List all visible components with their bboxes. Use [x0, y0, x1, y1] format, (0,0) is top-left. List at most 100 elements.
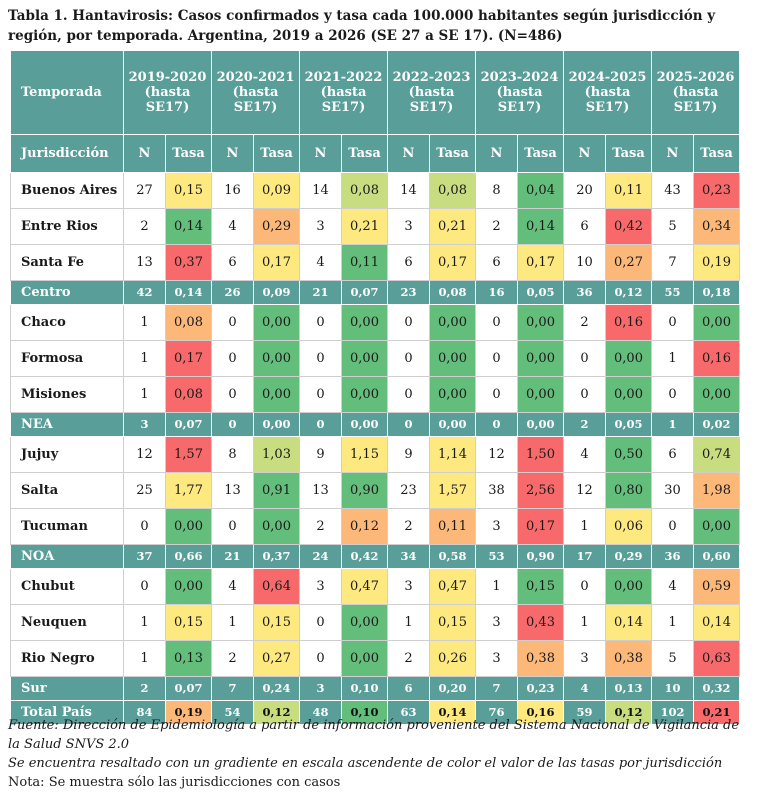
rate-cell: 0,00 [165, 508, 212, 545]
case-count-cell: 3 [299, 208, 342, 245]
case-count-cell: 1 [475, 568, 518, 605]
rate-cell: 0,12 [253, 700, 300, 725]
gradient-note: Se encuentra resaltado con un gradiente … [8, 756, 723, 771]
rate-cell: 0,08 [341, 172, 388, 209]
case-count-cell: 0 [387, 412, 430, 437]
case-count-cell: 0 [211, 304, 254, 341]
case-count-cell: 0 [211, 412, 254, 437]
rate-cell: 0,00 [253, 412, 300, 437]
row-name: Chubut [10, 568, 124, 605]
case-count-cell: 16 [211, 172, 254, 209]
case-count-cell: 34 [387, 544, 430, 569]
rate-cell: 0,14 [693, 604, 740, 641]
row-name: Centro [10, 280, 124, 305]
rate-cell: 0,00 [253, 340, 300, 377]
total-row: Total País 84 0,19 54 0,12 48 0,10 63 0,14 76 0,16… [10, 700, 740, 725]
case-count-cell: 63 [387, 700, 430, 725]
rate-cell: 0,11 [429, 508, 476, 545]
case-count-cell: 0 [651, 508, 694, 545]
rate-cell: 0,21 [429, 208, 476, 245]
row-name: NOA [10, 544, 124, 569]
case-count-cell: 3 [299, 676, 342, 701]
case-count-cell: 1 [123, 604, 166, 641]
case-count-cell: 2 [299, 508, 342, 545]
rate-cell: 0,00 [429, 340, 476, 377]
case-count-cell: 10 [651, 676, 694, 701]
rate-cell: 0,04 [517, 172, 564, 209]
region-row: Centro 42 0,14 26 0,09 21 0,07 23 0,08 16 0,05 36 0,… [10, 280, 740, 305]
case-count-cell: 0 [651, 376, 694, 413]
case-count-cell: 0 [299, 412, 342, 437]
season-header: 2022-2023 (hasta SE17) [387, 50, 476, 135]
rate-cell: 0,09 [253, 172, 300, 209]
jurisdiction-row: Misiones 1 0,08 0 0,00 0 0,00 0 0,00 0 0,00 0 0,00 0 0… [10, 376, 740, 413]
case-count-cell: 0 [299, 604, 342, 641]
rate-cell: 0,00 [253, 508, 300, 545]
source-note: Fuente: Dirección de Epidemiología a par… [8, 718, 740, 752]
rate-cell: 0,24 [253, 676, 300, 701]
case-count-cell: 6 [387, 244, 430, 281]
case-count-cell: 6 [563, 208, 606, 245]
rate-cell: 0,00 [341, 376, 388, 413]
rate-cell: 0,90 [517, 544, 564, 569]
rate-cell: 0,14 [605, 604, 652, 641]
case-count-cell: 1 [563, 604, 606, 641]
rate-cell: 0,32 [693, 676, 740, 701]
rate-cell: 0,00 [517, 340, 564, 377]
case-count-cell: 0 [387, 376, 430, 413]
rate-cell: 0,59 [693, 568, 740, 605]
table-notes: Fuente: Dirección de Epidemiología a par… [8, 716, 753, 792]
case-count-cell: 23 [387, 280, 430, 305]
rate-cell: 0,00 [253, 376, 300, 413]
season-header: 2021-2022 (hasta SE17) [299, 50, 388, 135]
rate-cell: 0,02 [693, 412, 740, 437]
rate-cell: 0,42 [341, 544, 388, 569]
case-count-cell: 4 [563, 436, 606, 473]
rate-cell: 0,17 [517, 244, 564, 281]
rate-cell: 0,00 [429, 412, 476, 437]
case-count-cell: 0 [123, 568, 166, 605]
season-header: 2024-2025 (hasta SE17) [563, 50, 652, 135]
rate-cell: 0,37 [253, 544, 300, 569]
case-count-cell: 10 [563, 244, 606, 281]
case-count-cell: 21 [211, 544, 254, 569]
case-count-cell: 102 [651, 700, 694, 725]
case-count-cell: 0 [475, 412, 518, 437]
case-count-cell: 0 [299, 340, 342, 377]
case-count-cell: 0 [475, 376, 518, 413]
case-count-cell: 2 [211, 640, 254, 677]
rate-cell: 0,00 [605, 340, 652, 377]
rate-cell: 0,13 [605, 676, 652, 701]
jurisdiction-row: Salta 25 1,77 13 0,91 13 0,90 23 1,57 38 2,56 12 0,8… [10, 472, 740, 509]
jurisdiction-row: Buenos Aires 27 0,15 16 0,09 14 0,08 14 0,08 8 0,0… [10, 172, 740, 209]
rate-cell: 1,57 [165, 436, 212, 473]
rate-cell: 0,23 [517, 676, 564, 701]
case-count-cell: 24 [299, 544, 342, 569]
rate-cell: 0,00 [341, 412, 388, 437]
row-name: Buenos Aires [10, 172, 124, 209]
row-name: Santa Fe [10, 244, 124, 281]
case-count-cell: 3 [475, 508, 518, 545]
tasa-header: Tasa [165, 134, 212, 173]
case-count-cell: 12 [123, 436, 166, 473]
case-count-cell: 30 [651, 472, 694, 509]
rate-cell: 0,00 [341, 340, 388, 377]
rate-cell: 0,47 [341, 568, 388, 605]
case-count-cell: 3 [123, 412, 166, 437]
tasa-header: Tasa [253, 134, 300, 173]
region-row: NOA 37 0,66 21 0,37 24 0,42 34 0,58 53 0,90 17 0,29 3… [10, 544, 740, 569]
rate-cell: 0,12 [605, 280, 652, 305]
jurisdiction-row: Formosa 1 0,17 0 0,00 0 0,00 0 0,00 0 0,00 0 0,00 1 0,… [10, 340, 740, 377]
rate-cell: 0,38 [517, 640, 564, 677]
rate-cell: 0,00 [341, 640, 388, 677]
rate-cell: 0,00 [605, 376, 652, 413]
rate-cell: 1,14 [429, 436, 476, 473]
case-count-cell: 4 [211, 568, 254, 605]
n-header: N [651, 134, 694, 173]
rate-cell: 0,63 [693, 640, 740, 677]
case-count-cell: 16 [475, 280, 518, 305]
case-count-cell: 0 [563, 568, 606, 605]
rate-cell: 0,08 [165, 304, 212, 341]
case-count-cell: 1 [563, 508, 606, 545]
case-count-cell: 0 [387, 304, 430, 341]
